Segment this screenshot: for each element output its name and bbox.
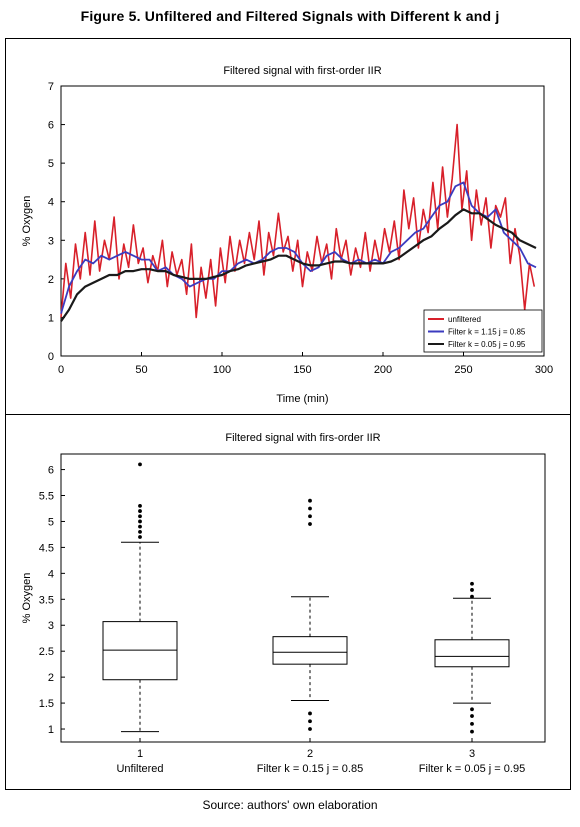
y-tick-label: 0	[48, 351, 54, 363]
category-label: Filter k = 0.05 j = 0.95	[419, 763, 525, 775]
chart-title: Filtered signal with first-order IIR	[223, 65, 381, 77]
y-tick-label: 3.5	[39, 594, 54, 606]
box-iqr	[434, 639, 510, 668]
outlier-point	[308, 711, 312, 716]
outlier-point	[138, 503, 142, 508]
x-tick-label: 200	[374, 364, 392, 376]
y-tick-label: 2	[48, 672, 54, 684]
outlier-point	[470, 707, 474, 712]
outlier-point	[138, 514, 142, 519]
outlier-point	[138, 519, 142, 524]
outlier-point	[470, 588, 474, 592]
y-tick-label: 1.5	[39, 698, 54, 710]
x-axis-label: Time (min)	[276, 393, 328, 405]
y-tick-label: 4	[48, 197, 54, 209]
x-tick-label: 3	[469, 748, 475, 760]
x-tick-label: 0	[58, 364, 64, 376]
y-tick-label: 5.5	[39, 491, 54, 503]
outlier-point	[138, 462, 142, 467]
outlier-point	[470, 594, 474, 599]
y-tick-label: 2	[48, 274, 54, 286]
x-tick-label: 100	[213, 364, 231, 376]
y-tick-label: 1	[48, 312, 54, 324]
x-tick-label: 300	[535, 364, 553, 376]
outlier-point	[138, 535, 142, 539]
source-note: Source: authors' own elaboration	[202, 798, 378, 812]
outlier-point	[470, 714, 474, 718]
outlier-point	[470, 721, 474, 726]
category-label: Filter k = 0.15 j = 0.85	[257, 763, 363, 775]
y-tick-label: 5	[48, 158, 54, 170]
outlier-point	[138, 509, 142, 513]
y-tick-label: 4	[48, 568, 54, 580]
y-tick-label: 1	[48, 724, 54, 736]
y-tick-label: 5	[48, 516, 54, 528]
outlier-point	[308, 514, 312, 519]
x-tick-label: 2	[307, 748, 313, 760]
outlier-point	[308, 727, 312, 731]
y-axis-label: % Oxygen	[21, 196, 33, 247]
outlier-point	[308, 719, 312, 724]
y-tick-label: 4.5	[39, 542, 54, 554]
chart-title: Filtered signal with firs-order IIR	[225, 432, 380, 444]
y-tick-label: 3	[48, 620, 54, 632]
legend-label: Filter k = 1.15 j = 0.85	[448, 328, 526, 337]
legend-label: unfiltered	[448, 315, 481, 324]
outlier-point	[138, 524, 142, 529]
y-tick-label: 6	[48, 120, 54, 132]
y-tick-label: 2.5	[39, 646, 54, 658]
category-label: Unfiltered	[116, 763, 163, 775]
x-tick-label: 1	[137, 748, 143, 760]
x-tick-label: 250	[454, 364, 472, 376]
panel-divider	[5, 414, 571, 415]
y-tick-label: 7	[48, 81, 54, 93]
outlier-point	[308, 498, 312, 503]
filter-1-series-line	[60, 181, 537, 314]
box-iqr	[272, 636, 348, 665]
figure-title: Figure 5. Unfiltered and Filtered Signal…	[80, 8, 500, 24]
outlier-point	[308, 506, 312, 511]
outlier-point	[308, 522, 312, 526]
plot-area	[60, 453, 546, 743]
x-tick-label: 50	[135, 364, 147, 376]
outlier-point	[138, 529, 142, 534]
outlier-point	[470, 729, 474, 734]
y-tick-label: 6	[48, 465, 54, 477]
outlier-point	[470, 581, 474, 586]
legend-label: Filter k = 0.05 j = 0.95	[448, 340, 526, 349]
y-tick-label: 3	[48, 235, 54, 247]
y-axis-label: % Oxygen	[21, 573, 33, 624]
filter-2-series-line	[60, 208, 537, 322]
box-iqr	[102, 621, 178, 681]
x-tick-label: 150	[293, 364, 311, 376]
